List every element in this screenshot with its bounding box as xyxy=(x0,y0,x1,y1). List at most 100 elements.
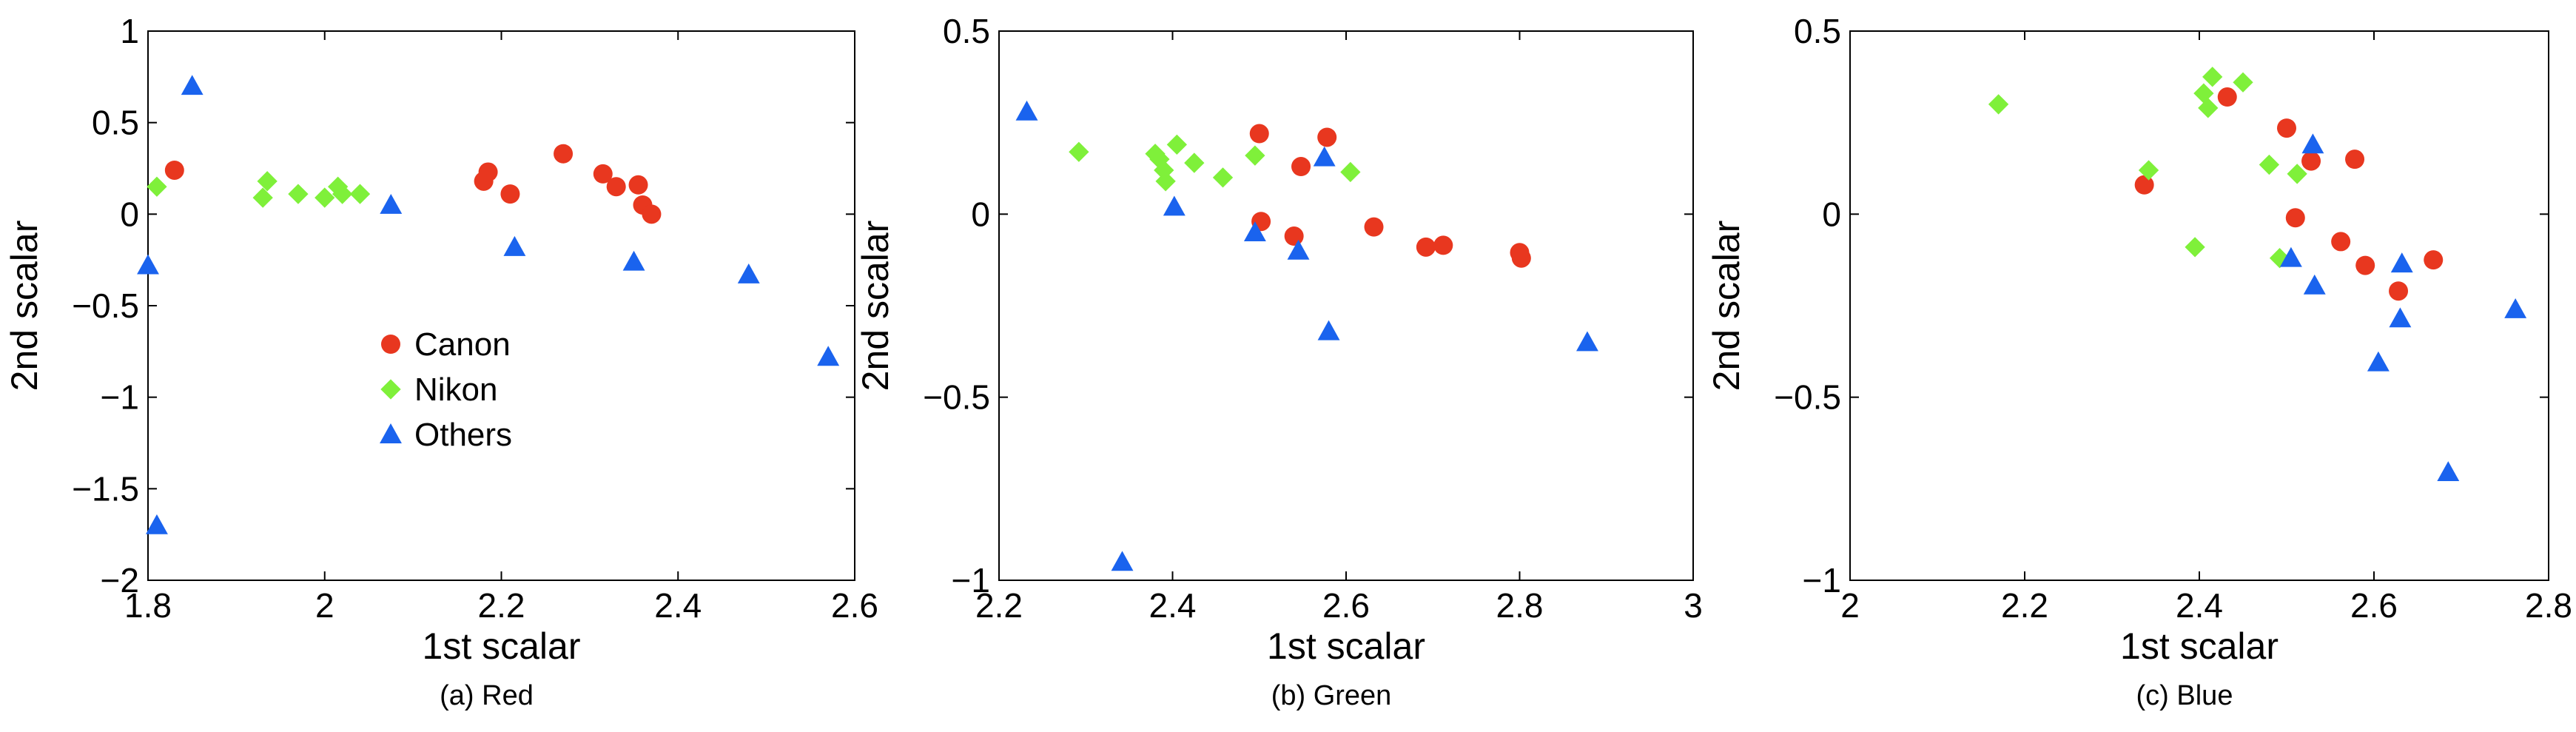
data-point-canon xyxy=(2345,150,2365,169)
x-tick-label: 3 xyxy=(1684,586,1703,625)
x-tick-label: 2 xyxy=(1840,586,1860,625)
x-axis-label: 1st scalar xyxy=(423,625,581,667)
data-point-canon xyxy=(164,160,184,180)
data-point-nikon xyxy=(2185,237,2205,258)
data-point-others xyxy=(503,235,526,256)
data-point-nikon xyxy=(257,171,278,192)
y-tick-label: −1 xyxy=(1803,561,1841,600)
legend-marker xyxy=(380,379,401,400)
diamond-marker-icon xyxy=(380,379,401,400)
x-tick-label: 2.2 xyxy=(478,586,525,625)
x-tick-label: 2.6 xyxy=(831,586,878,625)
y-tick-label: 0.5 xyxy=(943,12,990,50)
legend-label: Canon xyxy=(414,326,511,363)
data-point-nikon xyxy=(332,184,353,204)
x-tick-label: 2.8 xyxy=(1496,586,1544,625)
x-axis-label: 1st scalar xyxy=(1267,625,1425,667)
data-point-canon xyxy=(2389,281,2409,301)
data-point-canon xyxy=(1433,235,1453,255)
y-axis-label: 2nd scalar xyxy=(1706,221,1747,392)
data-point-nikon xyxy=(1166,134,1188,155)
data-point-canon xyxy=(478,162,498,182)
data-point-others xyxy=(2279,246,2302,267)
y-tick-label: 0.5 xyxy=(92,104,139,142)
data-point-canon xyxy=(2134,175,2154,195)
data-point-others xyxy=(181,75,204,95)
tick-group: 2 2.2 2.4 2.6 2.8 −1 −0.5 0 0.5 xyxy=(1774,12,2572,625)
circle-marker-icon xyxy=(381,335,400,354)
data-point-nikon xyxy=(1340,161,1361,183)
x-tick-label: 2.6 xyxy=(1322,586,1370,625)
data-point-others xyxy=(1111,551,1134,571)
y-tick-label: −1.5 xyxy=(72,469,139,508)
data-point-canon xyxy=(1511,248,1531,268)
x-tick-label: 2.4 xyxy=(654,586,702,625)
data-point-nikon xyxy=(1184,152,1205,173)
data-point-others xyxy=(1163,195,1186,216)
plot-frame xyxy=(147,30,855,581)
data-point-canon xyxy=(1284,226,1304,246)
y-axis-label: 2nd scalar xyxy=(855,221,896,392)
y-tick-label: 1 xyxy=(120,12,139,50)
x-axis-label: 1st scalar xyxy=(2120,625,2279,667)
y-tick-label: −1 xyxy=(952,561,990,600)
data-point-nikon xyxy=(288,184,309,204)
data-point-nikon xyxy=(1154,160,1174,181)
data-point-canon xyxy=(628,175,648,195)
data-point-others xyxy=(817,346,840,366)
data-point-canon xyxy=(1416,237,1436,257)
data-point-nikon xyxy=(2287,164,2307,184)
x-tick-label: 2.4 xyxy=(1149,586,1197,625)
data-point-others xyxy=(1317,320,1340,340)
tick-group: 2.2 2.4 2.6 2.8 3 −1 −0.5 0 0.5 xyxy=(923,12,1703,625)
data-point-canon xyxy=(500,184,520,204)
data-point-others xyxy=(1313,146,1336,167)
y-tick-label: −0.5 xyxy=(72,286,139,325)
data-point-nikon xyxy=(252,187,273,208)
y-tick-label: 0 xyxy=(971,195,990,233)
y-tick-label: 0 xyxy=(120,195,139,233)
x-tick-label: 2.6 xyxy=(2350,586,2398,625)
y-tick-label: −0.5 xyxy=(923,378,990,417)
data-point-others xyxy=(2301,133,2324,154)
point-group xyxy=(1988,67,2527,482)
data-point-others xyxy=(737,263,760,283)
data-point-nikon xyxy=(349,184,371,204)
x-tick-label: 2.2 xyxy=(2001,586,2048,625)
data-point-canon xyxy=(642,204,662,224)
data-point-others xyxy=(2367,351,2390,372)
triangle-marker-icon xyxy=(380,423,402,443)
panel-green: 2.2 2.4 2.6 2.8 3 −1 −0.5 0 0.5 1st scalar 2nd s… xyxy=(855,12,1703,711)
data-point-canon xyxy=(606,177,626,197)
data-point-canon xyxy=(2277,118,2296,138)
point-group xyxy=(137,75,840,534)
data-point-others xyxy=(1576,331,1598,352)
data-point-nikon xyxy=(1988,94,2009,115)
data-point-others xyxy=(137,254,159,275)
data-point-canon xyxy=(2301,151,2321,171)
panel-caption: (a) Red xyxy=(440,680,534,711)
panel-blue: 2 2.2 2.4 2.6 2.8 −1 −0.5 0 0.5 1st scalar 2nd s… xyxy=(1706,12,2572,711)
data-point-canon xyxy=(1291,157,1311,177)
data-point-others xyxy=(2389,307,2412,328)
legend-item-others: Others xyxy=(380,417,512,453)
data-point-others xyxy=(145,514,168,534)
data-point-nikon xyxy=(1069,141,1089,162)
panel-red: 1.8 2 2.2 2.4 2.6 −2 −1.5 −1 −0.5 0 0.5 1 1st scala… xyxy=(4,12,878,711)
data-point-others xyxy=(2390,252,2413,273)
legend-item-canon: Canon xyxy=(381,326,511,363)
data-point-canon xyxy=(1249,124,1269,144)
y-axis-label: 2nd scalar xyxy=(4,221,45,392)
data-point-canon xyxy=(2424,250,2444,270)
data-point-others xyxy=(1243,221,1266,242)
y-tick-label: 0.5 xyxy=(1794,12,1841,50)
data-point-nikon xyxy=(2138,160,2159,181)
data-point-others xyxy=(1015,100,1038,121)
legend-marker xyxy=(381,335,400,354)
data-point-canon xyxy=(2217,87,2237,107)
legend-label: Nikon xyxy=(414,372,498,408)
data-point-others xyxy=(2437,461,2460,482)
x-tick-label: 2.8 xyxy=(2525,586,2572,625)
data-point-nikon xyxy=(2233,72,2253,93)
